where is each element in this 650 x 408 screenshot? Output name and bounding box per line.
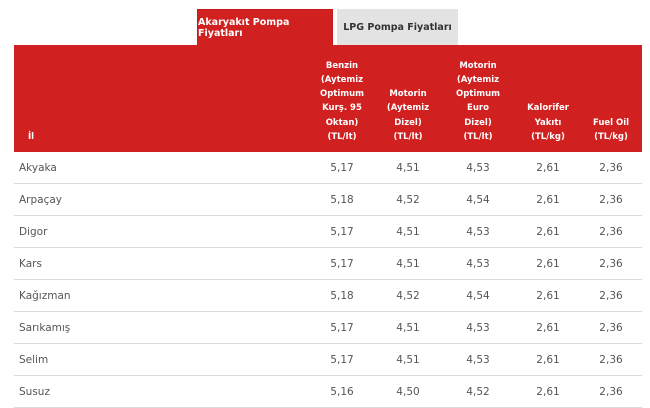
table-row: Digor 5,17 4,51 4,53 2,61 2,36 (14, 215, 642, 248)
cell-price: 4,53 (440, 215, 516, 248)
cell-price: 2,61 (516, 247, 580, 280)
cell-il: Kağızman (14, 279, 308, 312)
cell-price: 2,61 (516, 311, 580, 344)
cell-price: 4,52 (440, 375, 516, 408)
cell-price: 2,36 (580, 183, 642, 216)
cell-il: Kars (14, 247, 308, 280)
header-motorin: Motorin (Aytemiz Dizel) (TL/lt) (376, 45, 440, 152)
cell-il: Selim (14, 343, 308, 376)
cell-price: 4,51 (376, 152, 440, 184)
table-row: Arpaçay 5,18 4,52 4,54 2,61 2,36 (14, 183, 642, 216)
table-row: Kars 5,17 4,51 4,53 2,61 2,36 (14, 247, 642, 280)
cell-price: 4,51 (376, 215, 440, 248)
cell-price: 4,51 (376, 311, 440, 344)
header-fuel-oil: Fuel Oil (TL/kg) (580, 45, 642, 152)
cell-price: 5,18 (308, 183, 376, 216)
cell-price: 5,17 (308, 311, 376, 344)
cell-price: 5,18 (308, 279, 376, 312)
header-benzin: Benzin (Aytemiz Optimum Kurş. 95 Oktan) (TL/l… (308, 45, 376, 152)
cell-il: Susuz (14, 375, 308, 408)
cell-il: Digor (14, 215, 308, 248)
table-row: Sarıkamış 5,17 4,51 4,53 2,61 2,36 (14, 311, 642, 344)
cell-il: Sarıkamış (14, 311, 308, 344)
header-il: İl (14, 45, 308, 152)
cell-price: 5,17 (308, 247, 376, 280)
cell-price: 2,36 (580, 215, 642, 248)
cell-il: Akyaka (14, 152, 308, 184)
table-row: Susuz 5,16 4,50 4,52 2,61 2,36 (14, 375, 642, 408)
cell-price: 4,51 (376, 343, 440, 376)
cell-price: 2,61 (516, 215, 580, 248)
cell-price: 5,17 (308, 343, 376, 376)
cell-price: 4,53 (440, 311, 516, 344)
cell-il: Arpaçay (14, 183, 308, 216)
cell-price: 4,53 (440, 343, 516, 376)
table-row: Kağızman 5,18 4,52 4,54 2,61 2,36 (14, 279, 642, 312)
tab-bar: Akaryakıt Pompa Fiyatları LPG Pompa Fiya… (197, 9, 458, 45)
cell-price: 4,52 (376, 183, 440, 216)
cell-price: 4,54 (440, 279, 516, 312)
table-header-row: İl Benzin (Aytemiz Optimum Kurş. 95 Oktan) (T… (14, 45, 642, 152)
cell-price: 4,50 (376, 375, 440, 408)
cell-price: 2,36 (580, 247, 642, 280)
cell-price: 2,36 (580, 375, 642, 408)
cell-price: 4,53 (440, 152, 516, 184)
tab-lpg-pompa-fiyatlari[interactable]: LPG Pompa Fiyatları (337, 9, 458, 45)
table-row: Selim 5,17 4,51 4,53 2,61 2,36 (14, 343, 642, 376)
cell-price: 4,53 (440, 247, 516, 280)
tab-akaryakit-pompa-fiyatlari[interactable]: Akaryakıt Pompa Fiyatları (197, 9, 333, 45)
price-table: İl Benzin (Aytemiz Optimum Kurş. 95 Oktan) (T… (14, 45, 642, 408)
cell-price: 4,52 (376, 279, 440, 312)
cell-price: 2,61 (516, 279, 580, 312)
cell-price: 2,61 (516, 375, 580, 408)
cell-price: 2,61 (516, 343, 580, 376)
cell-price: 2,36 (580, 152, 642, 184)
cell-price: 2,36 (580, 279, 642, 312)
cell-price: 2,36 (580, 311, 642, 344)
cell-price: 4,51 (376, 247, 440, 280)
table-row: Akyaka 5,17 4,51 4,53 2,61 2,36 (14, 152, 642, 184)
header-motorin-euro: Motorin (Aytemiz Optimum Euro Dizel) (TL/lt) (440, 45, 516, 152)
cell-price: 2,61 (516, 152, 580, 184)
cell-price: 5,17 (308, 152, 376, 184)
cell-price: 2,36 (580, 343, 642, 376)
cell-price: 4,54 (440, 183, 516, 216)
cell-price: 2,61 (516, 183, 580, 216)
cell-price: 5,16 (308, 375, 376, 408)
header-kalorifer: Kalorifer Yakıtı (TL/kg) (516, 45, 580, 152)
cell-price: 5,17 (308, 215, 376, 248)
